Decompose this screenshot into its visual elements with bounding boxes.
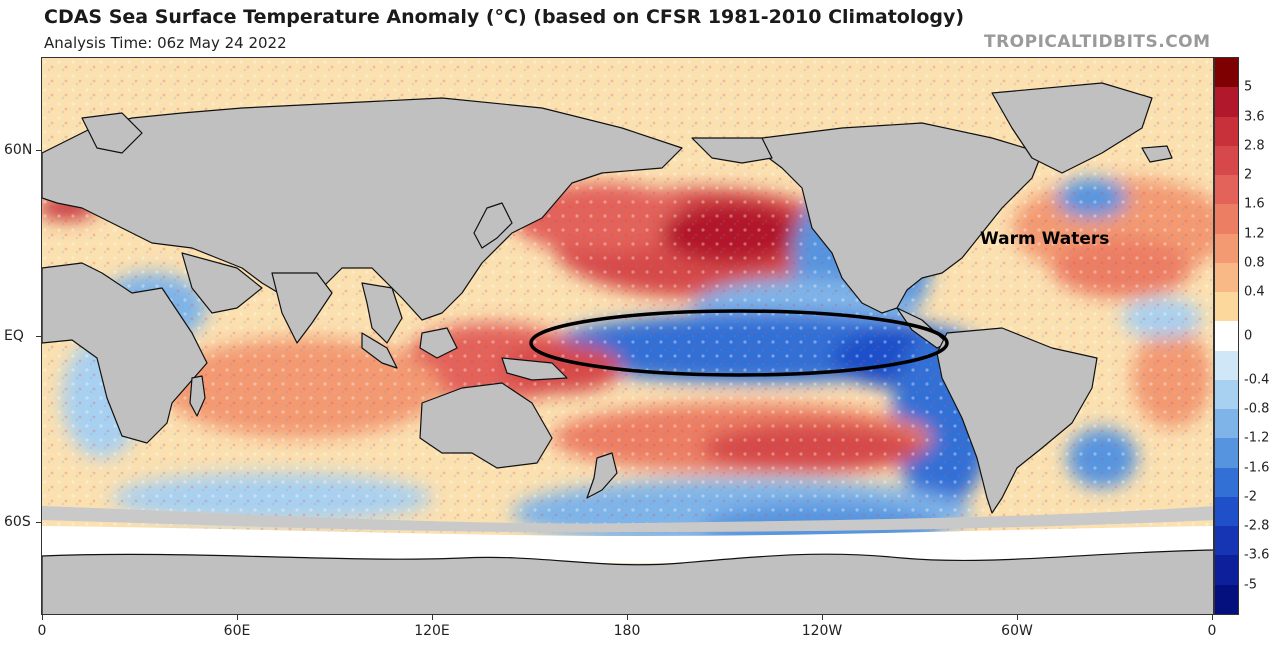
colorbar-segment — [1215, 409, 1238, 439]
eurasia — [42, 97, 683, 321]
india — [271, 272, 333, 344]
indochina — [361, 282, 403, 344]
colorbar-segment — [1215, 292, 1238, 322]
lon-tick — [1017, 615, 1018, 620]
lon-label-0: 0 — [37, 623, 47, 639]
colorbar-segment — [1215, 87, 1238, 117]
colorbar-segment — [1215, 145, 1238, 175]
lat-tick — [36, 336, 41, 337]
sst-anomaly-map — [41, 57, 1214, 615]
lon-label-120e: 120E — [414, 623, 450, 639]
lat-label-eq: EQ — [4, 328, 24, 344]
colorbar-label: 1.2 — [1244, 226, 1265, 242]
colorbar-segment — [1215, 204, 1238, 234]
map-canvas — [42, 58, 1213, 614]
colorbar — [1214, 57, 1239, 615]
lon-tick — [237, 615, 238, 620]
colorbar-label: -3.6 — [1244, 547, 1270, 563]
colorbar-label: -2 — [1244, 489, 1257, 505]
lon-label-0-east: 0 — [1207, 623, 1217, 639]
colorbar-label: -1.2 — [1244, 430, 1270, 446]
colorbar-label: -0.4 — [1244, 372, 1270, 388]
analysis-time: Analysis Time: 06z May 24 2022 — [44, 34, 287, 52]
north-america — [761, 122, 1043, 314]
colorbar-label: -2.8 — [1244, 518, 1270, 534]
lon-tick — [822, 615, 823, 620]
colorbar-label: -1.6 — [1244, 460, 1270, 476]
lon-tick — [627, 615, 628, 620]
colorbar-segment — [1215, 58, 1238, 88]
colorbar-label: 1.6 — [1244, 196, 1265, 212]
colorbar-segment — [1215, 233, 1238, 263]
new-zealand — [586, 452, 618, 499]
lon-tick — [42, 615, 43, 620]
colorbar-label: 5 — [1244, 79, 1253, 95]
colorbar-segment — [1215, 496, 1238, 526]
lon-label-180: 180 — [613, 623, 641, 639]
cold-tongue-outline — [529, 309, 949, 377]
colorbar-segment — [1215, 555, 1238, 585]
colorbar-label: -5 — [1244, 577, 1257, 593]
lat-label-60s: 60S — [4, 514, 31, 530]
new-guinea — [501, 357, 568, 381]
colorbar-label: 2.8 — [1244, 138, 1265, 154]
colorbar-segment — [1215, 262, 1238, 292]
colorbar-label: 0 — [1244, 328, 1253, 344]
colorbar-label: 2 — [1244, 167, 1253, 183]
lat-label-60n: 60N — [4, 142, 33, 158]
colorbar-segment — [1215, 526, 1238, 556]
lon-tick — [432, 615, 433, 620]
south-america — [936, 327, 1098, 514]
lon-label-60w: 60W — [1001, 623, 1033, 639]
landmasses — [42, 82, 1213, 614]
warm-waters-label: Warm Waters — [980, 229, 1110, 249]
colorbar-segment — [1215, 321, 1238, 351]
sea-ice — [42, 526, 1213, 563]
africa — [42, 262, 208, 444]
colorbar-segment — [1215, 438, 1238, 468]
lon-label-60e: 60E — [223, 623, 251, 639]
antarctica — [42, 549, 1213, 614]
madagascar — [189, 375, 206, 417]
colorbar-label: 0.4 — [1244, 284, 1265, 300]
iceland — [1141, 145, 1173, 163]
colorbar-segment — [1215, 584, 1238, 614]
colorbar-label: 0.8 — [1244, 255, 1265, 271]
ice-edge — [42, 506, 1213, 533]
colorbar-segment — [1215, 116, 1238, 146]
greenland — [991, 82, 1153, 174]
sumatra — [361, 332, 398, 369]
map-title: CDAS Sea Surface Temperature Anomaly (°C… — [44, 6, 965, 28]
japan — [473, 202, 513, 249]
alaska — [691, 137, 773, 164]
australia — [419, 382, 553, 469]
colorbar-segment — [1215, 175, 1238, 205]
lon-tick — [1212, 615, 1213, 620]
lat-tick — [36, 522, 41, 523]
colorbar-segment — [1215, 467, 1238, 497]
colorbar-segment — [1215, 379, 1238, 409]
colorbar-segment — [1215, 350, 1238, 380]
scandinavia — [81, 112, 143, 154]
colorbar-label: 3.6 — [1244, 109, 1265, 125]
lat-tick — [36, 150, 41, 151]
arabia — [181, 252, 263, 314]
brand-watermark: TROPICALTIDBITS.COM — [984, 32, 1211, 52]
borneo — [419, 327, 458, 359]
colorbar-label: -0.8 — [1244, 401, 1270, 417]
lon-label-120w: 120W — [801, 623, 843, 639]
